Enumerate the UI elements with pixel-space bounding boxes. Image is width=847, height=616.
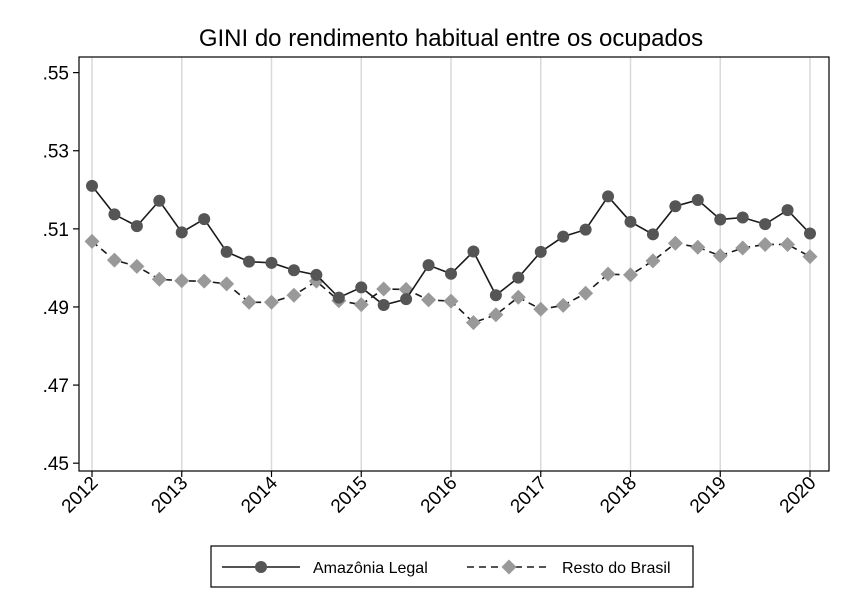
legend-marker: [501, 559, 517, 575]
data-point: [736, 211, 749, 224]
data-point: [151, 271, 167, 287]
data-point: [555, 297, 571, 313]
data-point: [600, 266, 616, 282]
data-point: [445, 267, 457, 280]
legend-box: [210, 545, 694, 588]
data-point: [220, 245, 233, 258]
y-tick-label: .53: [43, 142, 69, 163]
y-tick-label: .51: [43, 220, 69, 241]
data-point: [86, 179, 98, 192]
data-point: [153, 194, 166, 207]
data-point: [691, 193, 704, 206]
data-point: [488, 307, 504, 323]
data-point: [557, 230, 570, 243]
data-point: [467, 245, 480, 258]
data-point: [579, 223, 592, 236]
data-point: [669, 200, 682, 213]
data-point: [196, 273, 212, 289]
y-tick-label: .55: [43, 64, 69, 85]
data-point: [219, 276, 235, 292]
data-point: [780, 236, 796, 252]
legend-label: Resto do Brasil: [562, 560, 671, 577]
data-point: [84, 233, 100, 249]
data-point: [377, 299, 390, 312]
y-tick-label: .45: [43, 454, 69, 475]
data-point: [174, 273, 190, 289]
data-point: [106, 252, 122, 268]
data-point: [310, 268, 323, 281]
data-point: [602, 190, 615, 203]
data-point: [241, 294, 257, 310]
data-point: [108, 208, 121, 221]
data-point: [533, 301, 549, 317]
data-point: [332, 291, 345, 304]
data-point: [735, 240, 751, 256]
data-point: [712, 248, 728, 264]
plot-frame: [78, 56, 830, 472]
data-point: [757, 236, 773, 252]
data-point: [129, 258, 145, 274]
data-point: [489, 289, 502, 302]
data-point: [198, 213, 211, 226]
data-point: [645, 253, 661, 269]
data-point: [578, 285, 594, 301]
data-point: [624, 215, 637, 228]
y-tick-label: .47: [43, 376, 69, 397]
data-point: [355, 281, 368, 294]
data-point: [400, 293, 413, 306]
data-point: [265, 256, 278, 269]
data-point: [287, 264, 300, 277]
data-point: [690, 239, 706, 255]
data-point: [802, 249, 818, 265]
chart-title: GINI do rendimento habitual entre os ocu…: [199, 25, 703, 52]
data-point: [443, 293, 459, 309]
data-point: [465, 315, 481, 331]
data-point: [510, 289, 526, 305]
data-point: [781, 204, 794, 217]
legend-label: Amazônia Legal: [313, 560, 428, 577]
data-point: [264, 294, 279, 310]
data-point: [512, 271, 525, 284]
data-point: [422, 259, 435, 272]
data-point: [243, 255, 256, 268]
y-tick-label: .49: [43, 298, 69, 319]
data-point: [759, 218, 772, 231]
data-point: [175, 226, 188, 239]
data-point: [353, 297, 369, 313]
data-point: [376, 281, 392, 297]
data-point: [667, 235, 683, 251]
data-point: [804, 227, 816, 240]
legend: Amazônia Legal Resto do Brasil: [210, 545, 694, 588]
data-point: [714, 213, 727, 226]
data-point: [646, 228, 659, 241]
data-point: [534, 245, 547, 258]
data-point: [421, 292, 437, 308]
data-point: [130, 220, 143, 233]
data-point: [623, 267, 638, 283]
data-point: [286, 287, 302, 303]
legend-marker: [255, 561, 267, 573]
